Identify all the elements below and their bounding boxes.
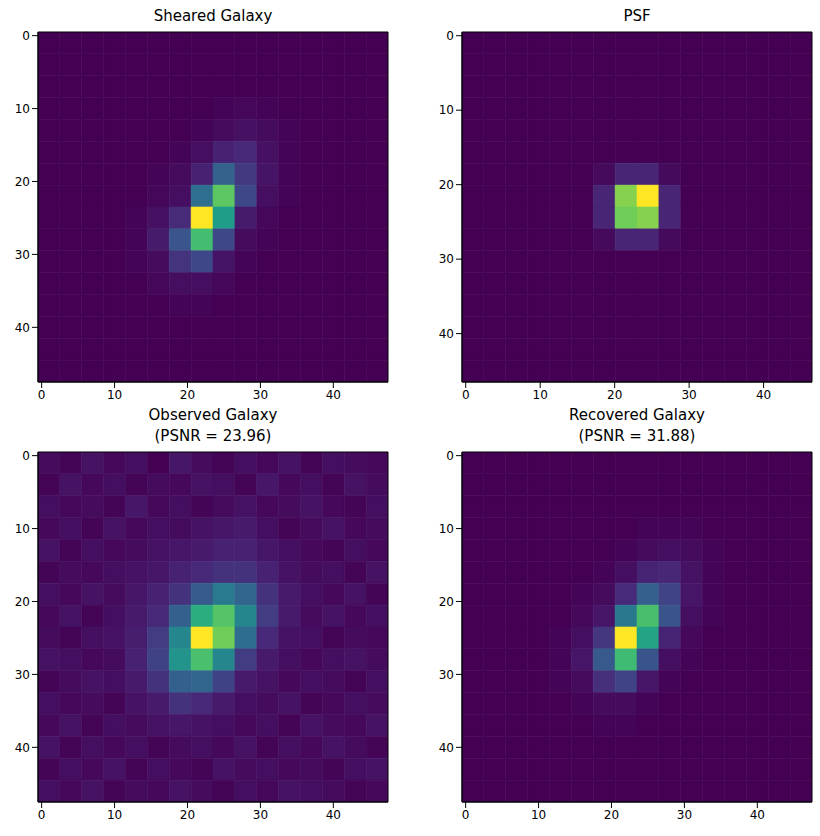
- html-text:(PSNR = 31.88): (PSNR = 31.88): [578, 427, 696, 445]
- svg-text:40: 40: [326, 388, 341, 402]
- svg-text:20: 20: [607, 388, 622, 402]
- svg-text:0: 0: [38, 808, 46, 822]
- svg-text:10: 10: [533, 388, 548, 402]
- svg-text:10: 10: [439, 103, 454, 117]
- svg-text:30: 30: [253, 388, 268, 402]
- svg-text:20: 20: [439, 178, 454, 192]
- svg-text:20: 20: [439, 595, 454, 609]
- html-text:(PSNR = 23.96): (PSNR = 23.96): [154, 427, 272, 445]
- svg-text:30: 30: [15, 668, 30, 682]
- html-text:Recovered Galaxy: Recovered Galaxy: [569, 406, 705, 424]
- html-text:Observed Galaxy: Observed Galaxy: [148, 406, 278, 424]
- svg-text:10: 10: [15, 522, 30, 536]
- svg-text:10: 10: [107, 808, 122, 822]
- svg-text:40: 40: [15, 741, 30, 755]
- svg-text:0: 0: [462, 388, 470, 402]
- svg-text:10: 10: [107, 388, 122, 402]
- svg-text:40: 40: [439, 741, 454, 755]
- svg-text:10: 10: [15, 102, 30, 116]
- svg-text:0: 0: [22, 449, 30, 463]
- svg-text:40: 40: [326, 808, 341, 822]
- svg-text:40: 40: [15, 321, 30, 335]
- svg-text:0: 0: [38, 388, 46, 402]
- svg-text:30: 30: [439, 252, 454, 266]
- html-text:PSF: PSF: [623, 7, 651, 25]
- svg-text:0: 0: [22, 29, 30, 43]
- svg-text:30: 30: [677, 808, 692, 822]
- svg-text:40: 40: [756, 388, 771, 402]
- svg-text:30: 30: [681, 388, 696, 402]
- svg-text:0: 0: [462, 808, 470, 822]
- svg-text:10: 10: [531, 808, 546, 822]
- svg-text:10: 10: [439, 522, 454, 536]
- svg-text:20: 20: [15, 595, 30, 609]
- svg-text:20: 20: [15, 175, 30, 189]
- svg-text:30: 30: [15, 248, 30, 262]
- svg-text:0: 0: [446, 29, 454, 43]
- svg-text:20: 20: [180, 808, 195, 822]
- html-text:Sheared Galaxy: Sheared Galaxy: [153, 7, 273, 25]
- svg-text:0: 0: [446, 449, 454, 463]
- svg-text:40: 40: [750, 808, 765, 822]
- svg-text:30: 30: [253, 808, 268, 822]
- svg-text:20: 20: [180, 388, 195, 402]
- svg-text:40: 40: [439, 327, 454, 341]
- svg-text:30: 30: [439, 668, 454, 682]
- svg-text:20: 20: [604, 808, 619, 822]
